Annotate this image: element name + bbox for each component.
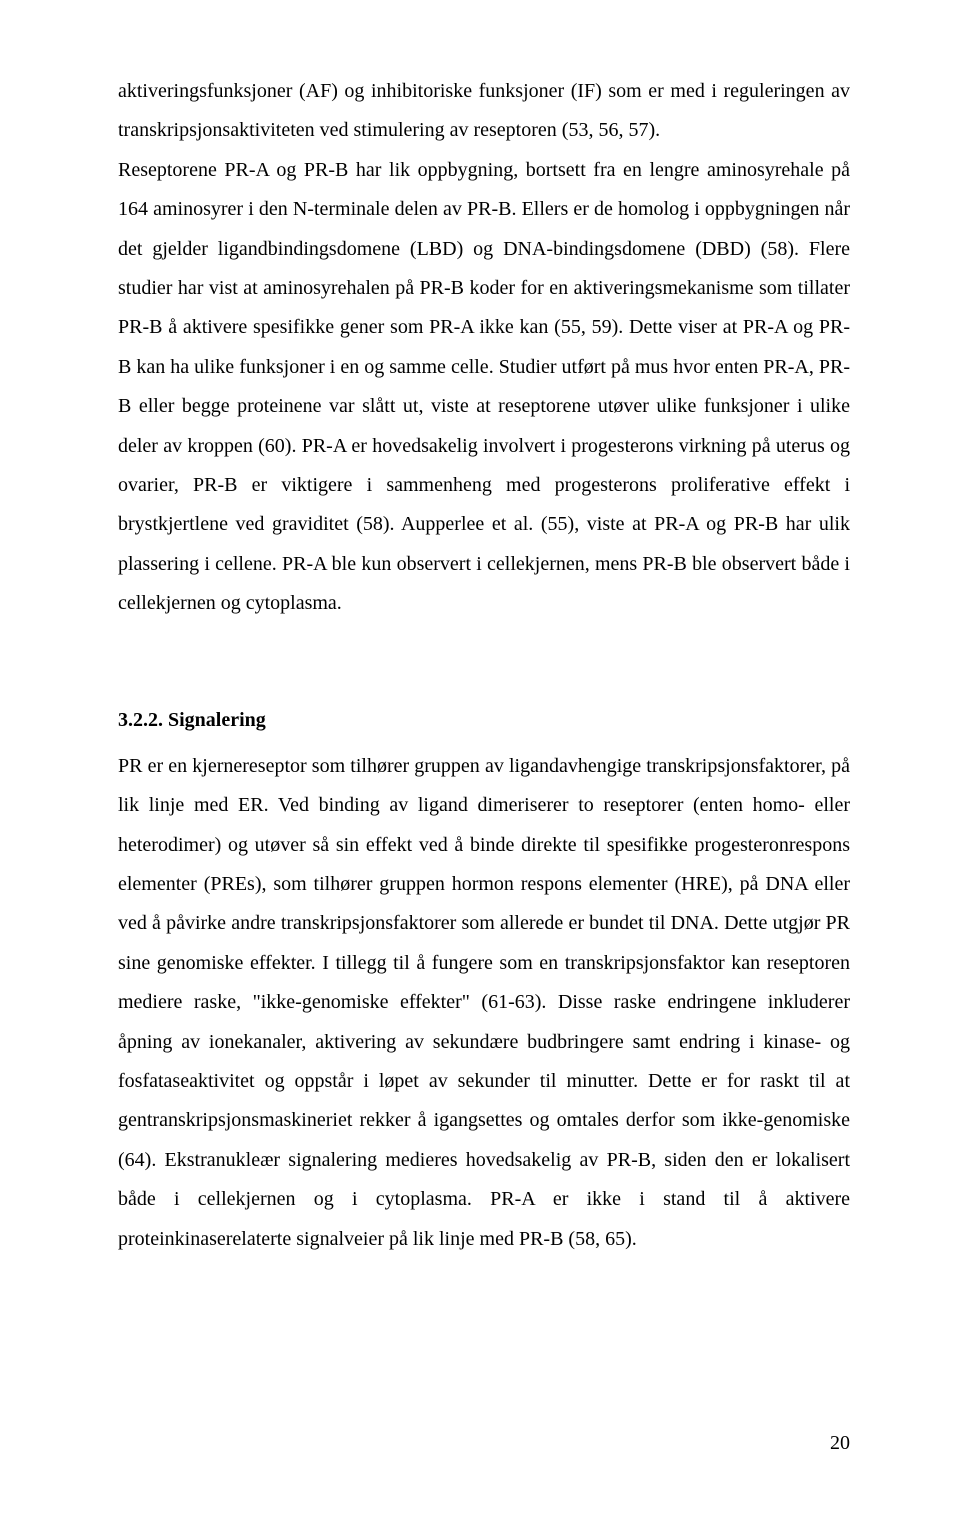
paragraph-3: PR er en kjernereseptor som tilhører gru… xyxy=(118,747,850,1259)
paragraph-1: aktiveringsfunksjoner (AF) og inhibitori… xyxy=(118,72,850,151)
page-number: 20 xyxy=(830,1424,850,1463)
page-container: aktiveringsfunksjoner (AF) og inhibitori… xyxy=(0,0,960,1515)
section-heading: 3.2.2. Signalering xyxy=(118,701,850,740)
paragraph-2: Reseptorene PR-A og PR-B har lik oppbygn… xyxy=(118,151,850,624)
